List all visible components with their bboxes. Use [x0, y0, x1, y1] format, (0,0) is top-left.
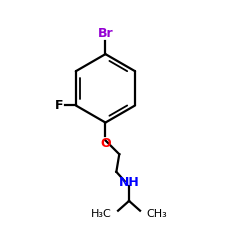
Text: Br: Br: [98, 27, 113, 40]
Text: F: F: [55, 99, 64, 112]
Text: H₃C: H₃C: [91, 209, 112, 219]
Text: O: O: [100, 137, 111, 150]
Text: NH: NH: [119, 176, 140, 189]
Text: CH₃: CH₃: [146, 209, 167, 219]
